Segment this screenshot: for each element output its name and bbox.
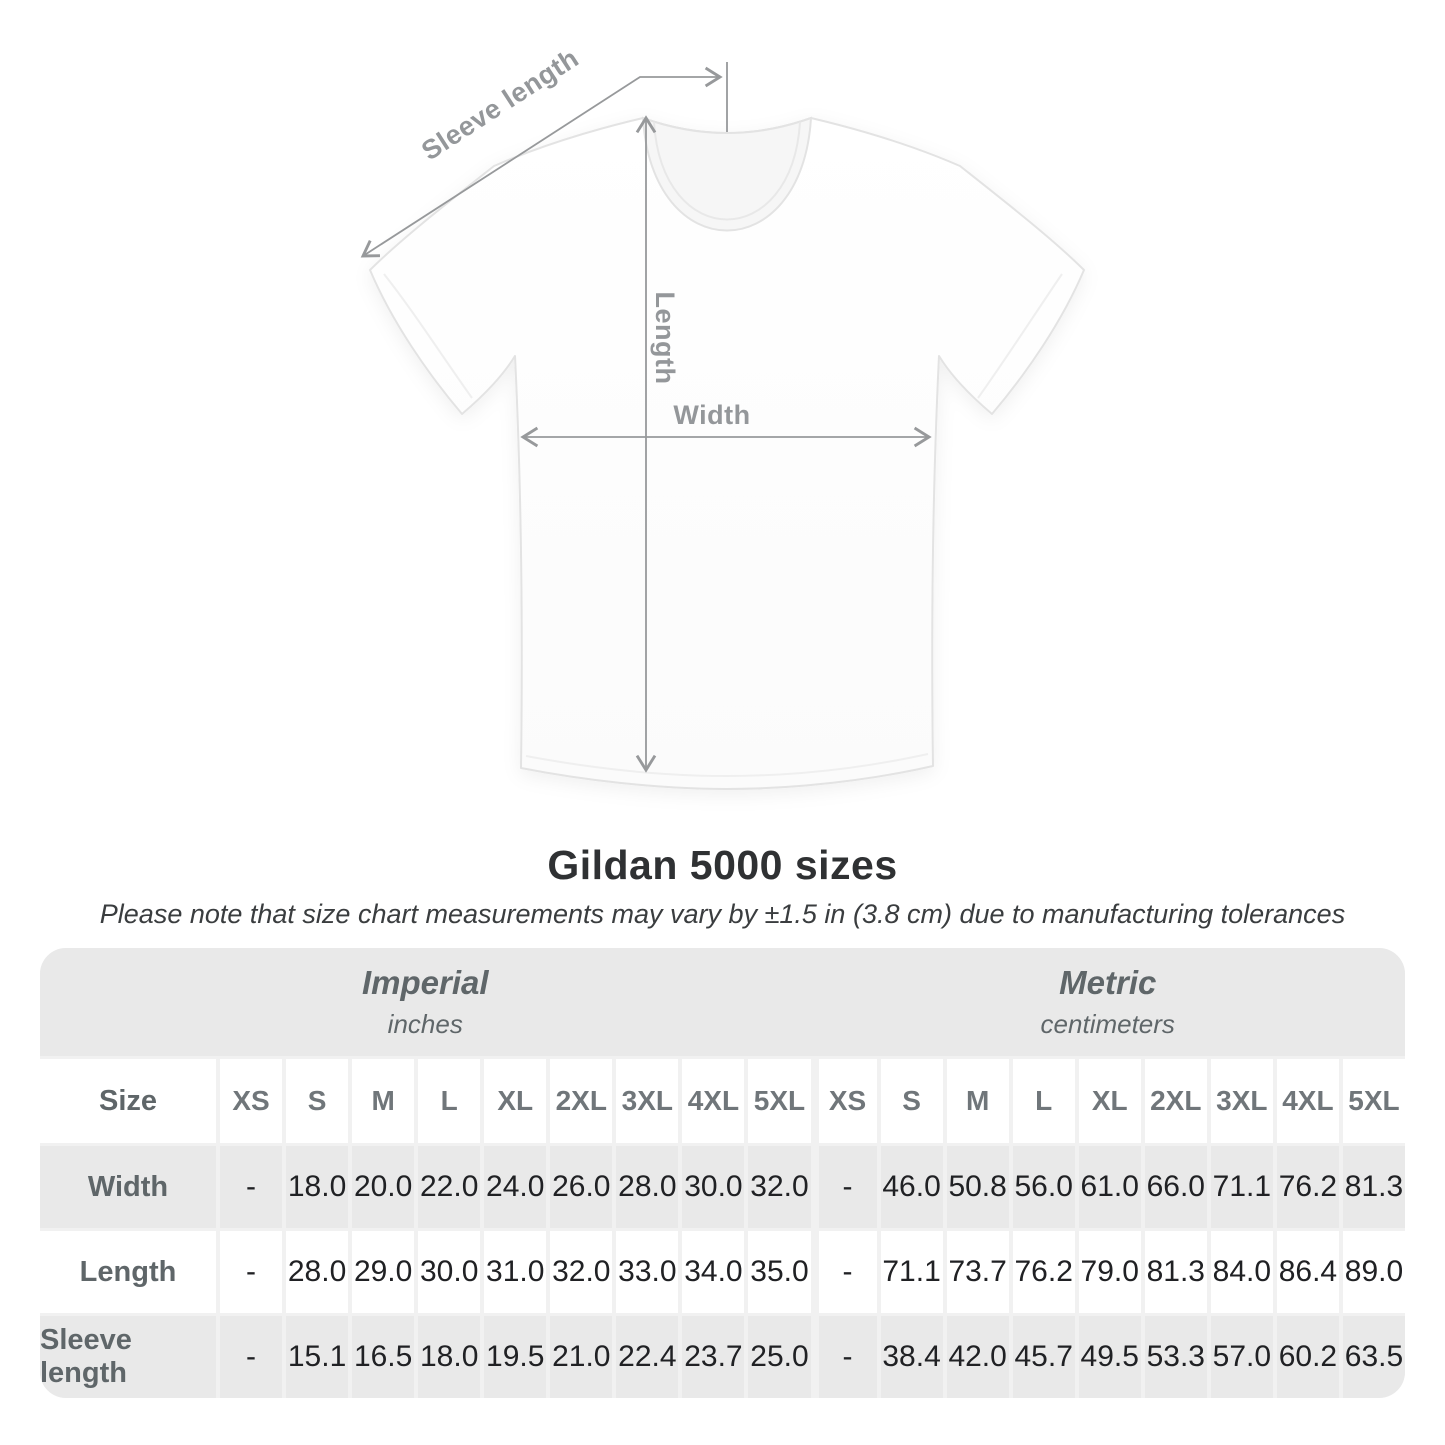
table-row-width: Width - 18.0 20.0 22.0 24.0 26.0 28.0 30… bbox=[40, 1146, 1405, 1228]
size-col-header: XL bbox=[1074, 1059, 1141, 1143]
value-cell: 86.4 bbox=[1272, 1231, 1339, 1313]
size-col-header: 3XL bbox=[1206, 1059, 1273, 1143]
size-col-header: XS bbox=[810, 1059, 877, 1143]
value-cell: 53.3 bbox=[1140, 1316, 1207, 1398]
value-cell: 63.5 bbox=[1338, 1316, 1405, 1398]
page-subtitle: Please note that size chart measurements… bbox=[99, 899, 1346, 929]
value-cell: 84.0 bbox=[1206, 1231, 1273, 1313]
sleeve-length-arrow bbox=[360, 66, 723, 258]
value-cell: - bbox=[810, 1231, 877, 1313]
value-cell: - bbox=[216, 1231, 282, 1313]
size-col-header: S bbox=[876, 1059, 943, 1143]
value-cell: 89.0 bbox=[1338, 1231, 1405, 1313]
value-cell: 20.0 bbox=[348, 1146, 414, 1228]
value-cell: 60.2 bbox=[1272, 1316, 1339, 1398]
metric-unit: centimeters bbox=[1040, 1009, 1175, 1039]
size-col-header: L bbox=[414, 1059, 480, 1143]
table-row-length: Length - 28.0 29.0 30.0 31.0 32.0 33.0 3… bbox=[40, 1231, 1405, 1313]
title-block: Gildan 5000 sizes Please note that size … bbox=[0, 842, 1445, 930]
value-cell: 38.4 bbox=[876, 1316, 943, 1398]
value-cell: 81.3 bbox=[1140, 1231, 1207, 1313]
value-cell: 73.7 bbox=[942, 1231, 1009, 1313]
size-col-header: XS bbox=[216, 1059, 282, 1143]
size-header: Size bbox=[98, 1084, 158, 1117]
value-cell: 81.3 bbox=[1338, 1146, 1405, 1228]
value-cell: 21.0 bbox=[546, 1316, 612, 1398]
row-label: Sleeve length bbox=[40, 1324, 132, 1389]
size-col-header: 3XL bbox=[612, 1059, 678, 1143]
value-cell: 25.0 bbox=[744, 1316, 810, 1398]
row-label: Width bbox=[87, 1170, 169, 1203]
value-cell: 79.0 bbox=[1074, 1231, 1141, 1313]
value-cell: - bbox=[216, 1146, 282, 1228]
size-col-header: 4XL bbox=[678, 1059, 744, 1143]
size-col-header: L bbox=[1008, 1059, 1075, 1143]
width-label: Width bbox=[673, 400, 750, 430]
size-col-header: S bbox=[282, 1059, 348, 1143]
size-col-header: XL bbox=[480, 1059, 546, 1143]
value-cell: 61.0 bbox=[1074, 1146, 1141, 1228]
value-cell: 32.0 bbox=[546, 1231, 612, 1313]
value-cell: 35.0 bbox=[744, 1231, 810, 1313]
size-col-header: 2XL bbox=[1140, 1059, 1207, 1143]
size-header-row: Size XS S M L XL 2XL 3XL 4XL 5XL XS S M … bbox=[40, 1059, 1405, 1143]
value-cell: 22.4 bbox=[612, 1316, 678, 1398]
value-cell: 24.0 bbox=[480, 1146, 546, 1228]
table-row-sleeve-length: Sleeve length - 15.1 16.5 18.0 19.5 21.0… bbox=[40, 1316, 1405, 1398]
value-cell: 30.0 bbox=[414, 1231, 480, 1313]
value-cell: 49.5 bbox=[1074, 1316, 1141, 1398]
value-cell: 45.7 bbox=[1008, 1316, 1075, 1398]
size-col-header: 4XL bbox=[1272, 1059, 1339, 1143]
value-cell: 22.0 bbox=[414, 1146, 480, 1228]
value-cell: 23.7 bbox=[678, 1316, 744, 1398]
value-cell: 50.8 bbox=[942, 1146, 1009, 1228]
value-cell: 26.0 bbox=[546, 1146, 612, 1228]
metric-label: Metric bbox=[1059, 964, 1157, 1001]
value-cell: 18.0 bbox=[414, 1316, 480, 1398]
size-table: Imperial inches Metric centimeters Size … bbox=[40, 948, 1405, 1398]
value-cell: 31.0 bbox=[480, 1231, 546, 1313]
value-cell: 76.2 bbox=[1272, 1146, 1339, 1228]
imperial-label: Imperial bbox=[361, 964, 489, 1001]
length-label: Length bbox=[650, 292, 680, 385]
imperial-unit: inches bbox=[387, 1009, 463, 1039]
tshirt-measurement-diagram: Sleeve length Length Width bbox=[360, 43, 1085, 790]
value-cell: 28.0 bbox=[282, 1231, 348, 1313]
page-title: Gildan 5000 sizes bbox=[547, 842, 898, 888]
value-cell: - bbox=[810, 1146, 877, 1228]
size-col-header: 5XL bbox=[744, 1059, 810, 1143]
metric-section-header: Metric centimeters bbox=[811, 948, 1406, 1056]
size-col-header: M bbox=[942, 1059, 1009, 1143]
tshirt-diagram-svg: Sleeve length Length Width bbox=[360, 43, 1085, 790]
value-cell: 34.0 bbox=[678, 1231, 744, 1313]
value-cell: 66.0 bbox=[1140, 1146, 1207, 1228]
value-cell: 42.0 bbox=[942, 1316, 1009, 1398]
size-col-header: 2XL bbox=[546, 1059, 612, 1143]
value-cell: 32.0 bbox=[744, 1146, 810, 1228]
value-cell: - bbox=[810, 1316, 877, 1398]
row-label: Length bbox=[79, 1255, 177, 1288]
size-col-header: 5XL bbox=[1338, 1059, 1405, 1143]
size-col-header: M bbox=[348, 1059, 414, 1143]
value-cell: - bbox=[216, 1316, 282, 1398]
value-cell: 57.0 bbox=[1206, 1316, 1273, 1398]
value-cell: 71.1 bbox=[1206, 1146, 1273, 1228]
tshirt-shape bbox=[369, 116, 1085, 790]
value-cell: 19.5 bbox=[480, 1316, 546, 1398]
value-cell: 56.0 bbox=[1008, 1146, 1075, 1228]
value-cell: 16.5 bbox=[348, 1316, 414, 1398]
value-cell: 30.0 bbox=[678, 1146, 744, 1228]
value-cell: 33.0 bbox=[612, 1231, 678, 1313]
value-cell: 28.0 bbox=[612, 1146, 678, 1228]
measurement-arrows bbox=[360, 62, 932, 773]
value-cell: 29.0 bbox=[348, 1231, 414, 1313]
value-cell: 76.2 bbox=[1008, 1231, 1075, 1313]
value-cell: 18.0 bbox=[282, 1146, 348, 1228]
value-cell: 15.1 bbox=[282, 1316, 348, 1398]
imperial-section-header: Imperial inches bbox=[40, 948, 811, 1056]
unit-band: Imperial inches Metric centimeters bbox=[40, 948, 1405, 1056]
value-cell: 46.0 bbox=[876, 1146, 943, 1228]
value-cell: 71.1 bbox=[876, 1231, 943, 1313]
